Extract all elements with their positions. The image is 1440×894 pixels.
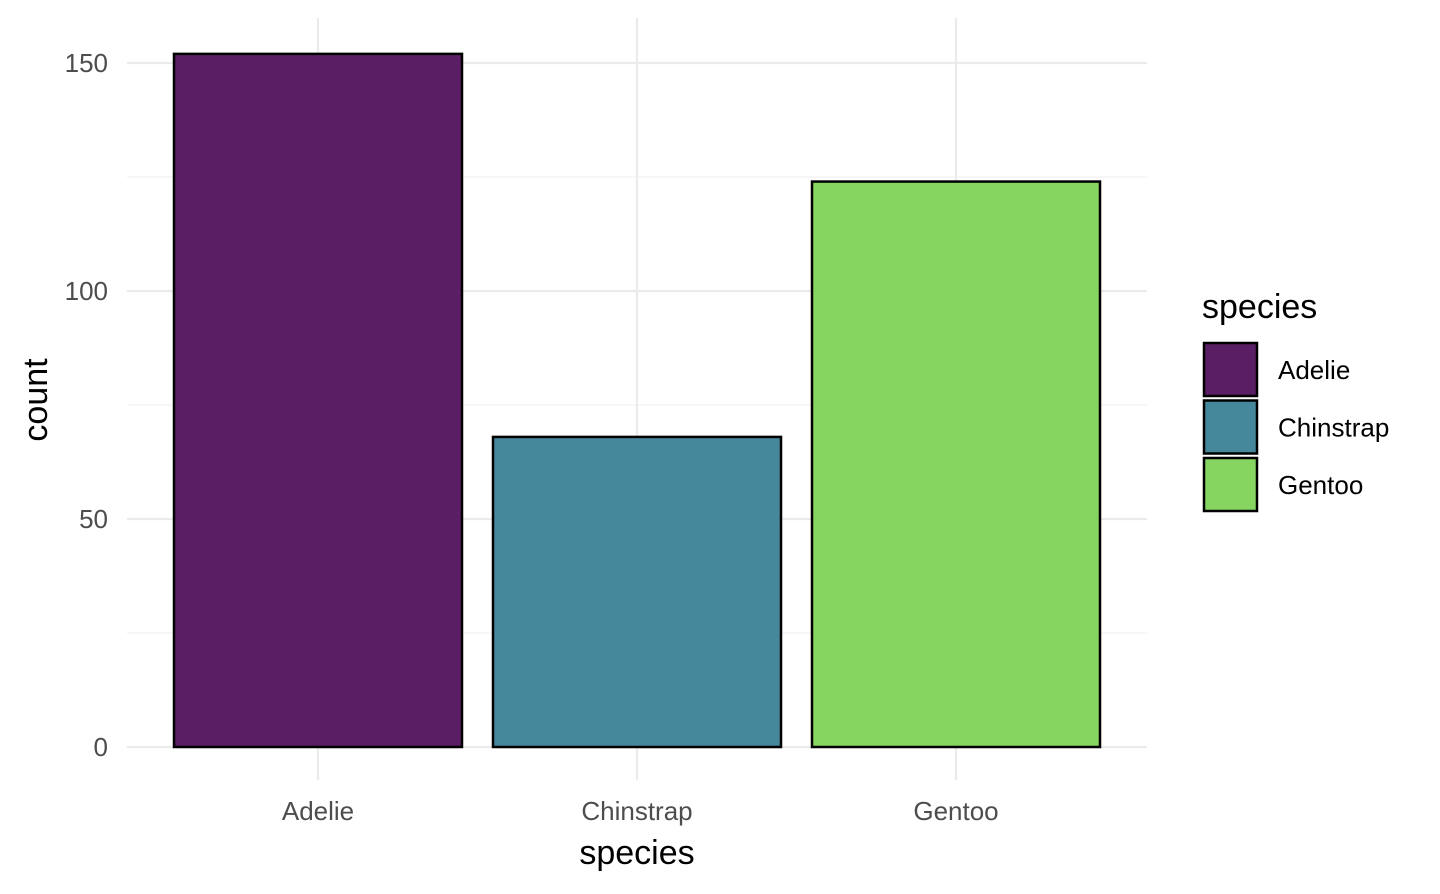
x-axis-title: species [579, 834, 694, 872]
bar-chinstrap [491, 435, 783, 749]
x-tick-label: Gentoo [913, 796, 998, 826]
x-axis-ticks: Adelie Chinstrap Gentoo [282, 796, 999, 826]
y-tick-label: 150 [65, 48, 108, 78]
legend-key-chinstrap [1202, 399, 1259, 455]
legend-label: Gentoo [1278, 470, 1363, 500]
y-tick-label: 0 [94, 732, 108, 762]
y-tick-label: 100 [65, 276, 108, 306]
bar-gentoo [810, 180, 1102, 749]
legend-label: Chinstrap [1278, 413, 1389, 443]
legend-items: Adelie Chinstrap Gentoo [1202, 341, 1389, 513]
bars [172, 52, 1102, 749]
bar-adelie [172, 52, 464, 749]
legend-label: Adelie [1278, 355, 1350, 385]
y-axis-ticks: 0 50 100 150 [65, 48, 108, 762]
legend-key-adelie [1202, 341, 1259, 398]
legend-key-gentoo [1202, 456, 1259, 513]
legend-title: species [1202, 288, 1317, 326]
y-axis-title: count [17, 358, 55, 442]
legend: species Adelie Chinstrap Gentoo [1202, 288, 1389, 513]
x-tick-label: Adelie [282, 796, 354, 826]
y-tick-label: 50 [79, 504, 108, 534]
x-tick-label: Chinstrap [581, 796, 692, 826]
